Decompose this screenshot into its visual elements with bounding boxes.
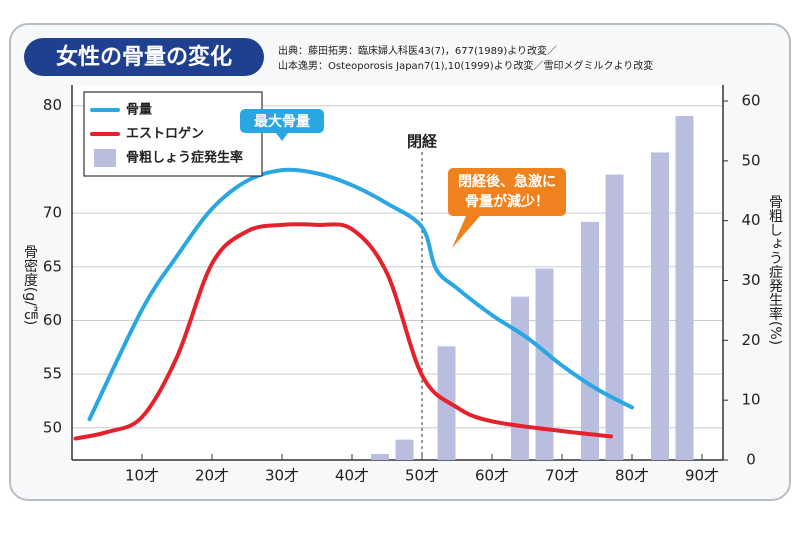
legend-swatch (94, 149, 116, 167)
bar (371, 454, 389, 460)
bar (581, 221, 599, 460)
y-tick-label: 65 (43, 257, 62, 275)
peak-label: 最大骨量 (254, 113, 310, 130)
bar (395, 439, 414, 460)
y-tick-label: 70 (43, 204, 62, 222)
bar (511, 296, 529, 460)
bar (535, 268, 554, 460)
y-tick-label: 80 (43, 96, 62, 114)
peak-pointer (276, 133, 288, 141)
x-tick-label: 40才 (335, 467, 369, 485)
source-line: 山本逸男：Osteoporosis Japan7(1),10(1999)より改変… (278, 59, 653, 72)
bar (605, 174, 624, 460)
y2-tick-label: 20 (741, 331, 760, 349)
y2-tick-label: 60 (741, 91, 760, 109)
bar (675, 115, 694, 460)
peak-callout (240, 109, 324, 133)
source-line: 出典：藤田拓男：臨床婦人科医43(7)，677(1989)より改変／ (278, 44, 557, 57)
x-tick-label: 50才 (405, 467, 439, 485)
legend-label: 骨粗しょう症発生率 (126, 150, 243, 166)
y2-tick-label: 50 (741, 151, 760, 169)
x-tick-label: 10才 (125, 467, 159, 485)
x-tick-label: 90才 (685, 467, 719, 485)
y-tick-label: 50 (43, 418, 62, 436)
x-tick-label: 80才 (615, 467, 649, 485)
menopause-label: 閉経 (407, 133, 438, 151)
y-axis-label: 骨密度(g/㎠) (22, 245, 38, 326)
y2-axis-label: 骨粗しょう症発生率(%) (767, 195, 783, 345)
bar (651, 152, 669, 460)
decline-label: 骨量が減少！ (465, 193, 549, 210)
decline-pointer (452, 216, 480, 248)
line (73, 222, 613, 441)
x-tick-label: 70才 (545, 467, 579, 485)
y2-tick-label: 10 (741, 391, 760, 409)
x-tick-label: 60才 (475, 467, 509, 485)
chart-title: 女性の骨量の変化 (56, 44, 232, 70)
title-pill (24, 38, 264, 76)
x-tick-label: 20才 (195, 467, 229, 485)
y-tick-label: 55 (43, 365, 62, 383)
y-tick-label: 60 (43, 311, 62, 329)
y2-tick-label: 30 (741, 271, 760, 289)
y2-tick-label: 0 (746, 451, 756, 469)
decline-callout (448, 168, 566, 216)
legend-label: 骨量 (126, 103, 152, 118)
y2-tick-label: 40 (741, 211, 760, 229)
x-tick-label: 30才 (265, 467, 299, 485)
line (87, 167, 634, 422)
decline-label: 閉経後、急激に (458, 173, 556, 190)
legend-label: エストロゲン (126, 126, 204, 142)
